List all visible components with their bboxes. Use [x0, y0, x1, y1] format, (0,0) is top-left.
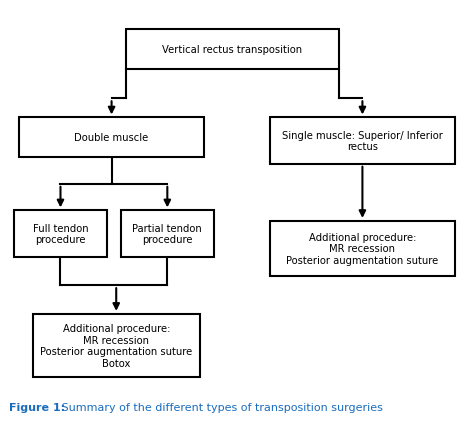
FancyBboxPatch shape [270, 118, 456, 164]
FancyBboxPatch shape [33, 314, 200, 377]
Text: Additional procedure:
MR recession
Posterior augmentation suture: Additional procedure: MR recession Poste… [286, 232, 438, 265]
Text: Full tendon
procedure: Full tendon procedure [33, 223, 88, 245]
Text: Partial tendon
procedure: Partial tendon procedure [132, 223, 202, 245]
FancyBboxPatch shape [14, 211, 107, 257]
FancyBboxPatch shape [126, 30, 339, 70]
Text: Additional procedure:
MR recession
Posterior augmentation suture
Botox: Additional procedure: MR recession Poste… [40, 323, 192, 368]
Text: Summary of the different types of transposition surgeries: Summary of the different types of transp… [58, 402, 383, 412]
Text: Single muscle: Superior/ Inferior
rectus: Single muscle: Superior/ Inferior rectus [282, 130, 443, 152]
FancyBboxPatch shape [270, 221, 456, 276]
FancyBboxPatch shape [18, 118, 204, 158]
FancyBboxPatch shape [121, 211, 214, 257]
Text: Double muscle: Double muscle [74, 133, 149, 143]
Text: Figure 1:: Figure 1: [9, 402, 65, 412]
Text: Vertical rectus transposition: Vertical rectus transposition [162, 45, 302, 55]
